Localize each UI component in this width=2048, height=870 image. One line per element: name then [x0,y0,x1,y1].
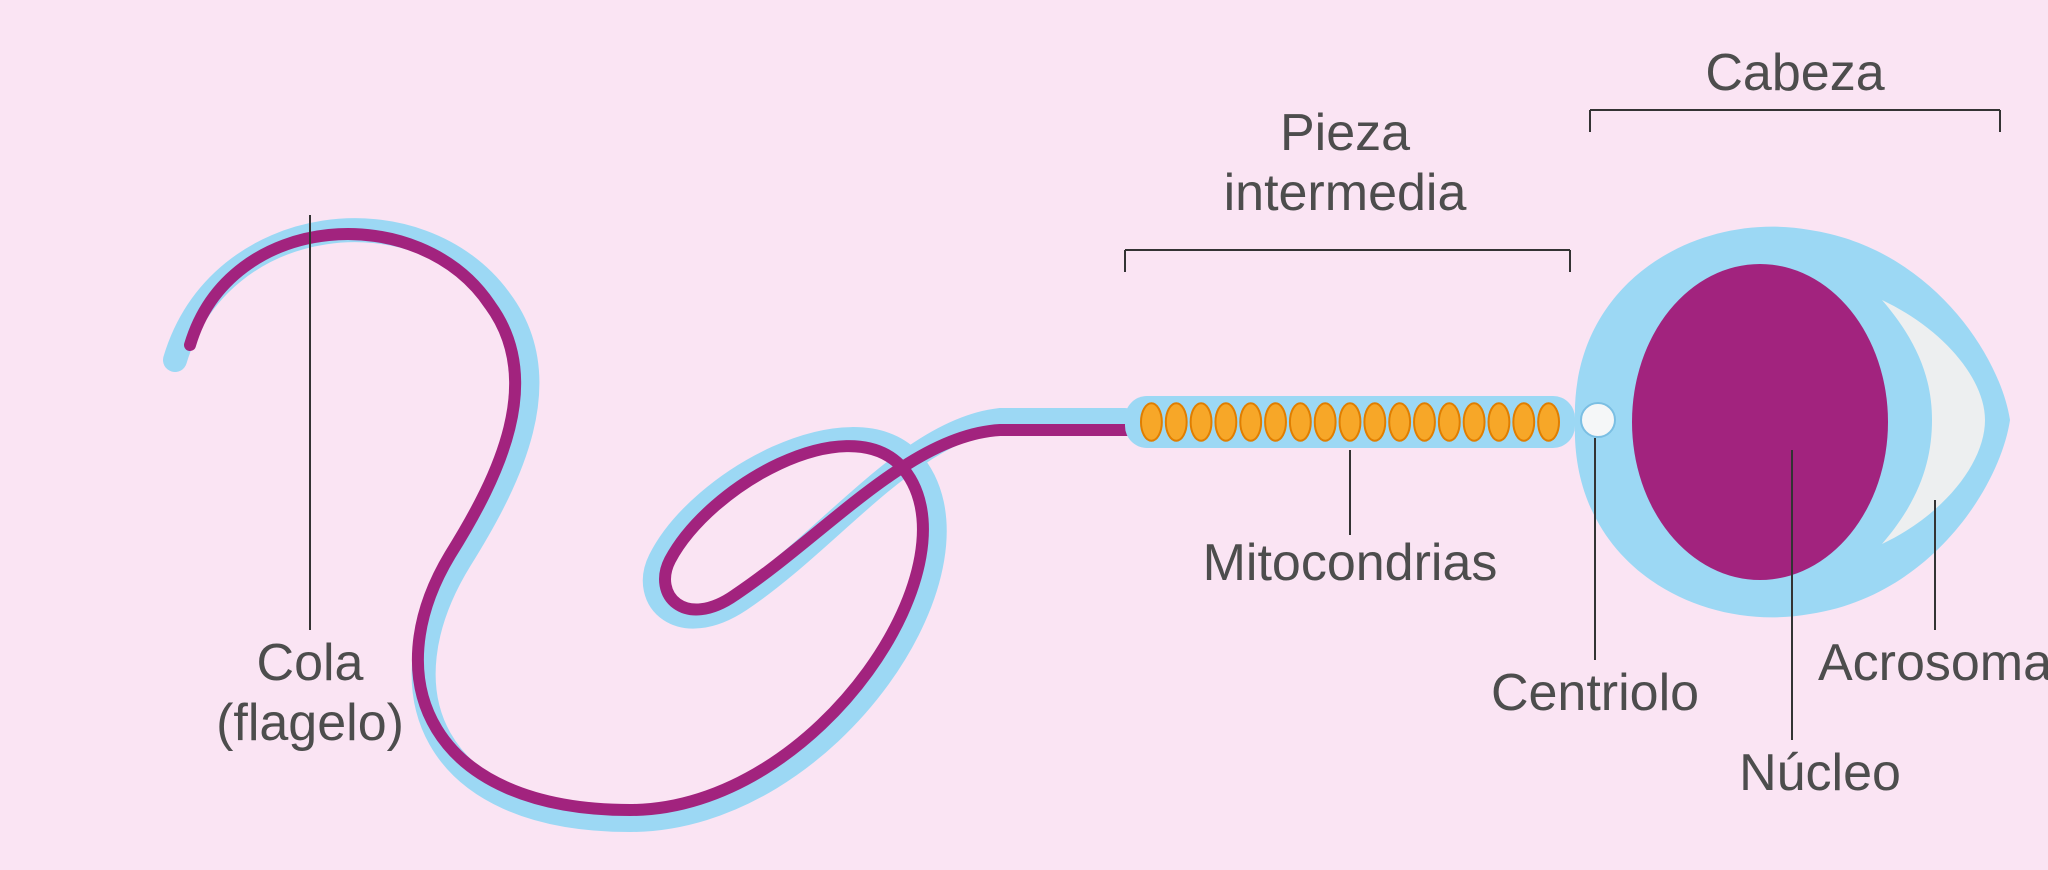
sperm-diagram: Cola(flagelo) Mitocondrias Centriolo Núcleo… [0,0,2048,870]
mitochondrion [1315,403,1336,440]
centriole [1581,403,1615,437]
label-cola1: Cola [257,634,364,692]
nucleus [1632,264,1888,580]
label-cabeza: Cabeza [1705,44,1884,102]
label-centriolo: Centriolo [1491,664,1699,722]
mitochondrion [1414,403,1435,440]
label-mito: Mitocondrias [1203,534,1498,592]
mitochondrion [1215,403,1236,440]
label-cola2: (flagelo) [216,694,404,752]
mitochondrion [1489,403,1510,440]
label-acrosoma: Acrosoma [1818,634,2048,692]
mitochondrion [1389,403,1410,440]
mitochondrion [1265,403,1286,440]
mitochondrion [1439,403,1460,440]
mitochondrion [1166,403,1187,440]
mitochondrion [1340,403,1361,440]
mitochondrion [1141,403,1162,440]
label-pieza2: intermedia [1224,164,1467,222]
mitochondrion [1513,403,1534,440]
mitochondrion [1538,403,1559,440]
mitochondrion [1240,403,1261,440]
mitochondrion [1191,403,1212,440]
label-pieza1: Pieza [1280,104,1410,162]
mitochondrion [1364,403,1385,440]
label-nucleo: Núcleo [1739,744,1901,802]
mitochondrion [1464,403,1485,440]
mitochondrion [1290,403,1311,440]
